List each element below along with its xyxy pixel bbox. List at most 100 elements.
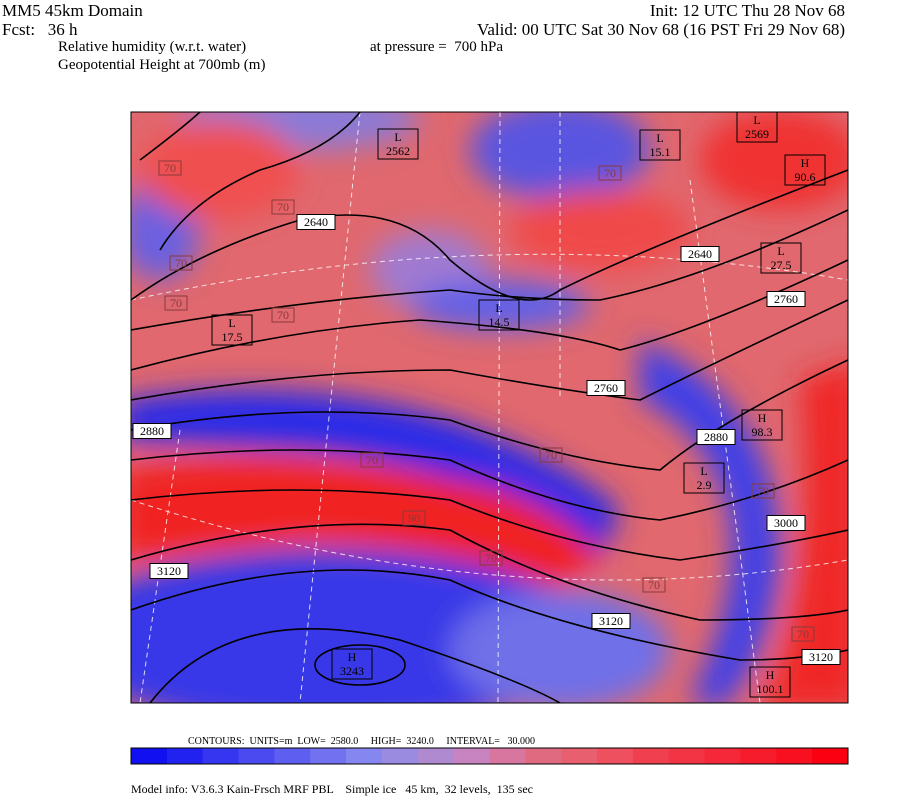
label-box [296,214,336,230]
colorbar-swatch [668,748,706,764]
center-value: 15.1 [650,145,671,159]
center-type: L [394,130,401,144]
label-box [760,242,802,274]
humidity-label: 70 [545,448,557,462]
colorbar-swatch [740,748,777,764]
center-value: 2562 [386,144,410,158]
center-type: H [348,650,357,664]
label-box [683,462,725,494]
colorbar-swatch [417,748,455,764]
center-value: 2569 [745,127,769,141]
humidity-label: 70 [277,308,289,322]
humidity-label: 70 [170,296,182,310]
center-value: 14.5 [489,315,510,329]
colorbar-swatch [310,748,347,764]
contour-label: 3000 [774,516,798,530]
humidity-label: 70 [366,453,378,467]
label-box [149,563,189,579]
label-bg [297,214,335,229]
center-type: L [777,244,784,258]
center-type: L [656,131,663,145]
colorbar-swatch [274,748,311,764]
label-bg [767,291,805,306]
label-box [360,452,384,468]
humidity-label: 70 [604,166,616,180]
colorbar-swatch [525,748,562,764]
contour-label: 3120 [599,614,623,628]
contour-label: 3120 [809,650,833,664]
label-box [791,626,815,642]
field: Relative humidity (w.r.t. water) [58,39,246,55]
label-box [478,299,520,331]
humidity-label: 70 [485,551,497,565]
label-box [271,307,295,323]
colorbar-swatch [489,748,526,764]
valid: Valid: 00 UTC Sat 30 Nov 68 (16 PST Fri … [477,20,845,39]
label-bg [697,429,735,444]
center-value: 3243 [340,664,364,678]
humidity-label: 70 [164,161,176,175]
contour-label: 2880 [704,430,728,444]
center-type: L [495,301,502,315]
label-box [736,112,778,143]
colorbar-swatch [776,748,813,764]
humidity-label: 70 [277,200,289,214]
label-box [749,666,791,698]
center-type: L [700,464,707,478]
label-box [751,483,775,499]
label-box [211,314,253,346]
label-bg [681,246,719,261]
center-value: 90.6 [795,170,816,184]
label-box [586,380,626,396]
pressure: at pressure = 700 hPa [370,39,503,55]
contour-label: 2760 [774,292,798,306]
model-info: Model info: V3.6.3 Kain-Frsch MRF PBL Si… [131,782,533,796]
label-box [271,199,295,215]
center-type: H [766,668,775,682]
label-box [741,409,783,441]
colorbar-swatch [238,748,275,764]
label-box [766,515,806,531]
label-bg [592,613,630,628]
label-box [642,577,666,593]
label-box [158,160,182,176]
center-value: 100.1 [757,682,784,696]
contour-label: 2640 [688,247,712,261]
forecast: Fcst: 36 h [2,20,78,39]
label-box [680,246,720,262]
label-bg [133,423,171,438]
humidity-label: 70 [648,578,660,592]
center-type: H [801,156,810,170]
center-value: 98.3 [752,425,773,439]
contour-info: CONTOURS: UNITS=m LOW= 2580.0 HIGH= 3240… [188,736,535,747]
label-box [132,423,172,439]
colorbar-swatch [632,748,670,764]
humidity-label: 90 [408,511,420,525]
contour-label: 2880 [140,424,164,438]
center-value: 27.5 [771,258,792,272]
label-box [169,255,193,271]
humidity-label: 70 [797,627,809,641]
label-bg [587,380,625,395]
colorbar-swatch [381,748,419,764]
label-box [479,550,503,566]
center-type: L [228,316,235,330]
humidity-label: 70 [175,256,187,270]
center-value: 17.5 [222,330,243,344]
humidity-label: 70 [757,484,769,498]
center-type: L [753,113,760,127]
label-box [766,291,806,307]
contour-label: 2760 [594,381,618,395]
colorbar-swatch [202,748,240,764]
label-box [331,648,373,680]
center-value: 2.9 [697,478,712,492]
label-bg [150,563,188,578]
label-box [801,649,841,665]
colorbar-swatch [131,748,168,764]
colorbar-swatch [166,748,204,764]
contour-label: 2640 [304,215,328,229]
title: MM5 45km Domain [2,1,143,20]
map-frame [130,111,849,704]
colorbar-swatch [453,748,490,764]
